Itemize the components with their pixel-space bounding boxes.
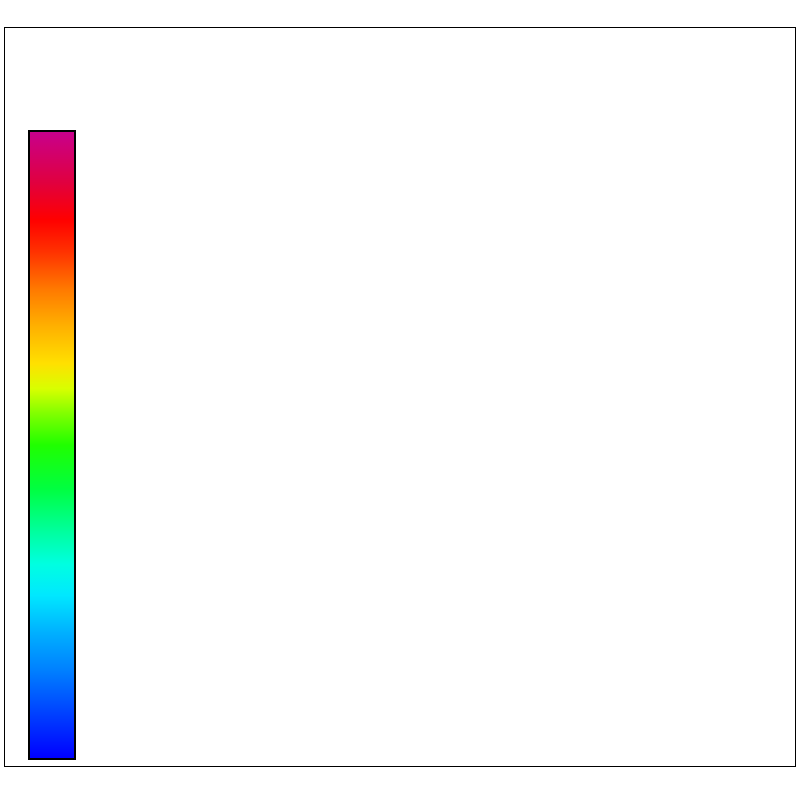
colorbar-legend bbox=[28, 130, 76, 760]
colorbar-gradient bbox=[28, 130, 76, 760]
